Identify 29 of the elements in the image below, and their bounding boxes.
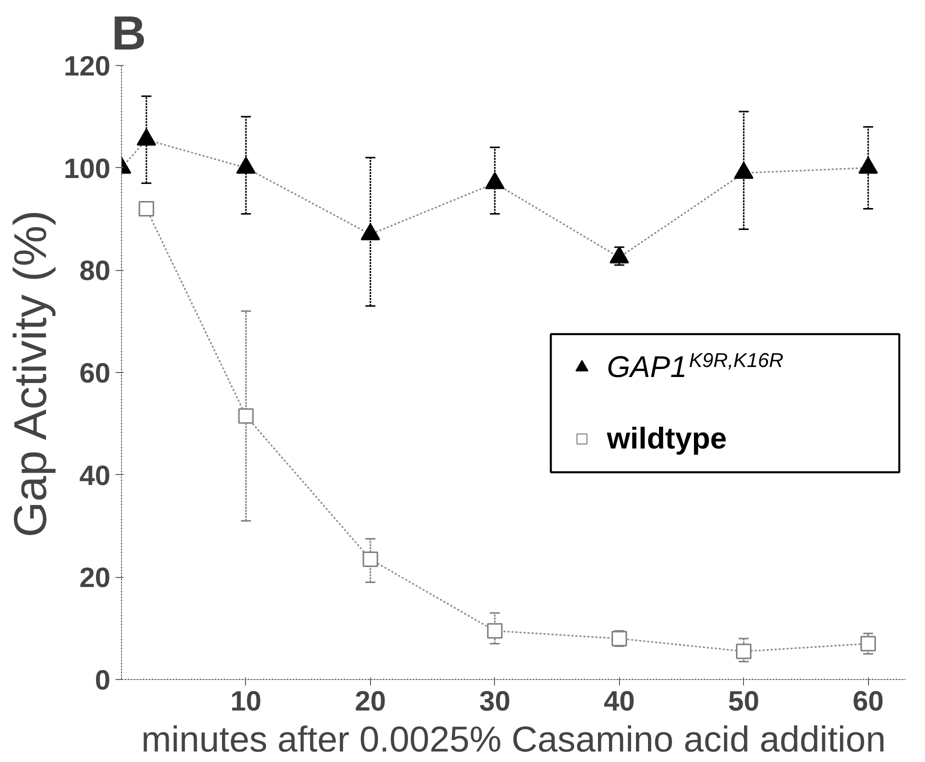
y-tick-label: 20 — [79, 562, 111, 594]
y-tick-label: 100 — [64, 152, 110, 184]
y-tick-label: 40 — [79, 460, 111, 491]
point — [736, 644, 752, 660]
x-tick-label: 10 — [230, 686, 262, 716]
point — [136, 128, 156, 146]
point — [485, 172, 505, 190]
point — [236, 156, 256, 174]
point — [858, 156, 878, 174]
x-tick-label: 30 — [479, 686, 510, 716]
legend-label: wildtype — [606, 422, 727, 456]
y-tick-label: 120 — [64, 50, 110, 82]
y-tick-label: 60 — [79, 358, 111, 388]
y-axis-title: Gap Activity (%) — [4, 210, 56, 538]
point — [860, 636, 876, 652]
point — [734, 162, 754, 179]
chart-title: B — [112, 8, 146, 60]
x-tick-label: 20 — [354, 686, 386, 716]
point — [362, 552, 378, 568]
point — [238, 408, 254, 424]
x-tick-label: 40 — [604, 686, 635, 716]
x-tick-label: 60 — [852, 686, 884, 716]
point — [610, 246, 630, 264]
x-tick-label: 50 — [728, 686, 760, 716]
y-tick-label: 80 — [79, 255, 111, 286]
x-axis-title: minutes after 0.0025% Casamino acid addition — [141, 718, 886, 760]
point — [487, 623, 503, 639]
y-tick-label: 0 — [94, 664, 111, 696]
point — [360, 223, 380, 240]
